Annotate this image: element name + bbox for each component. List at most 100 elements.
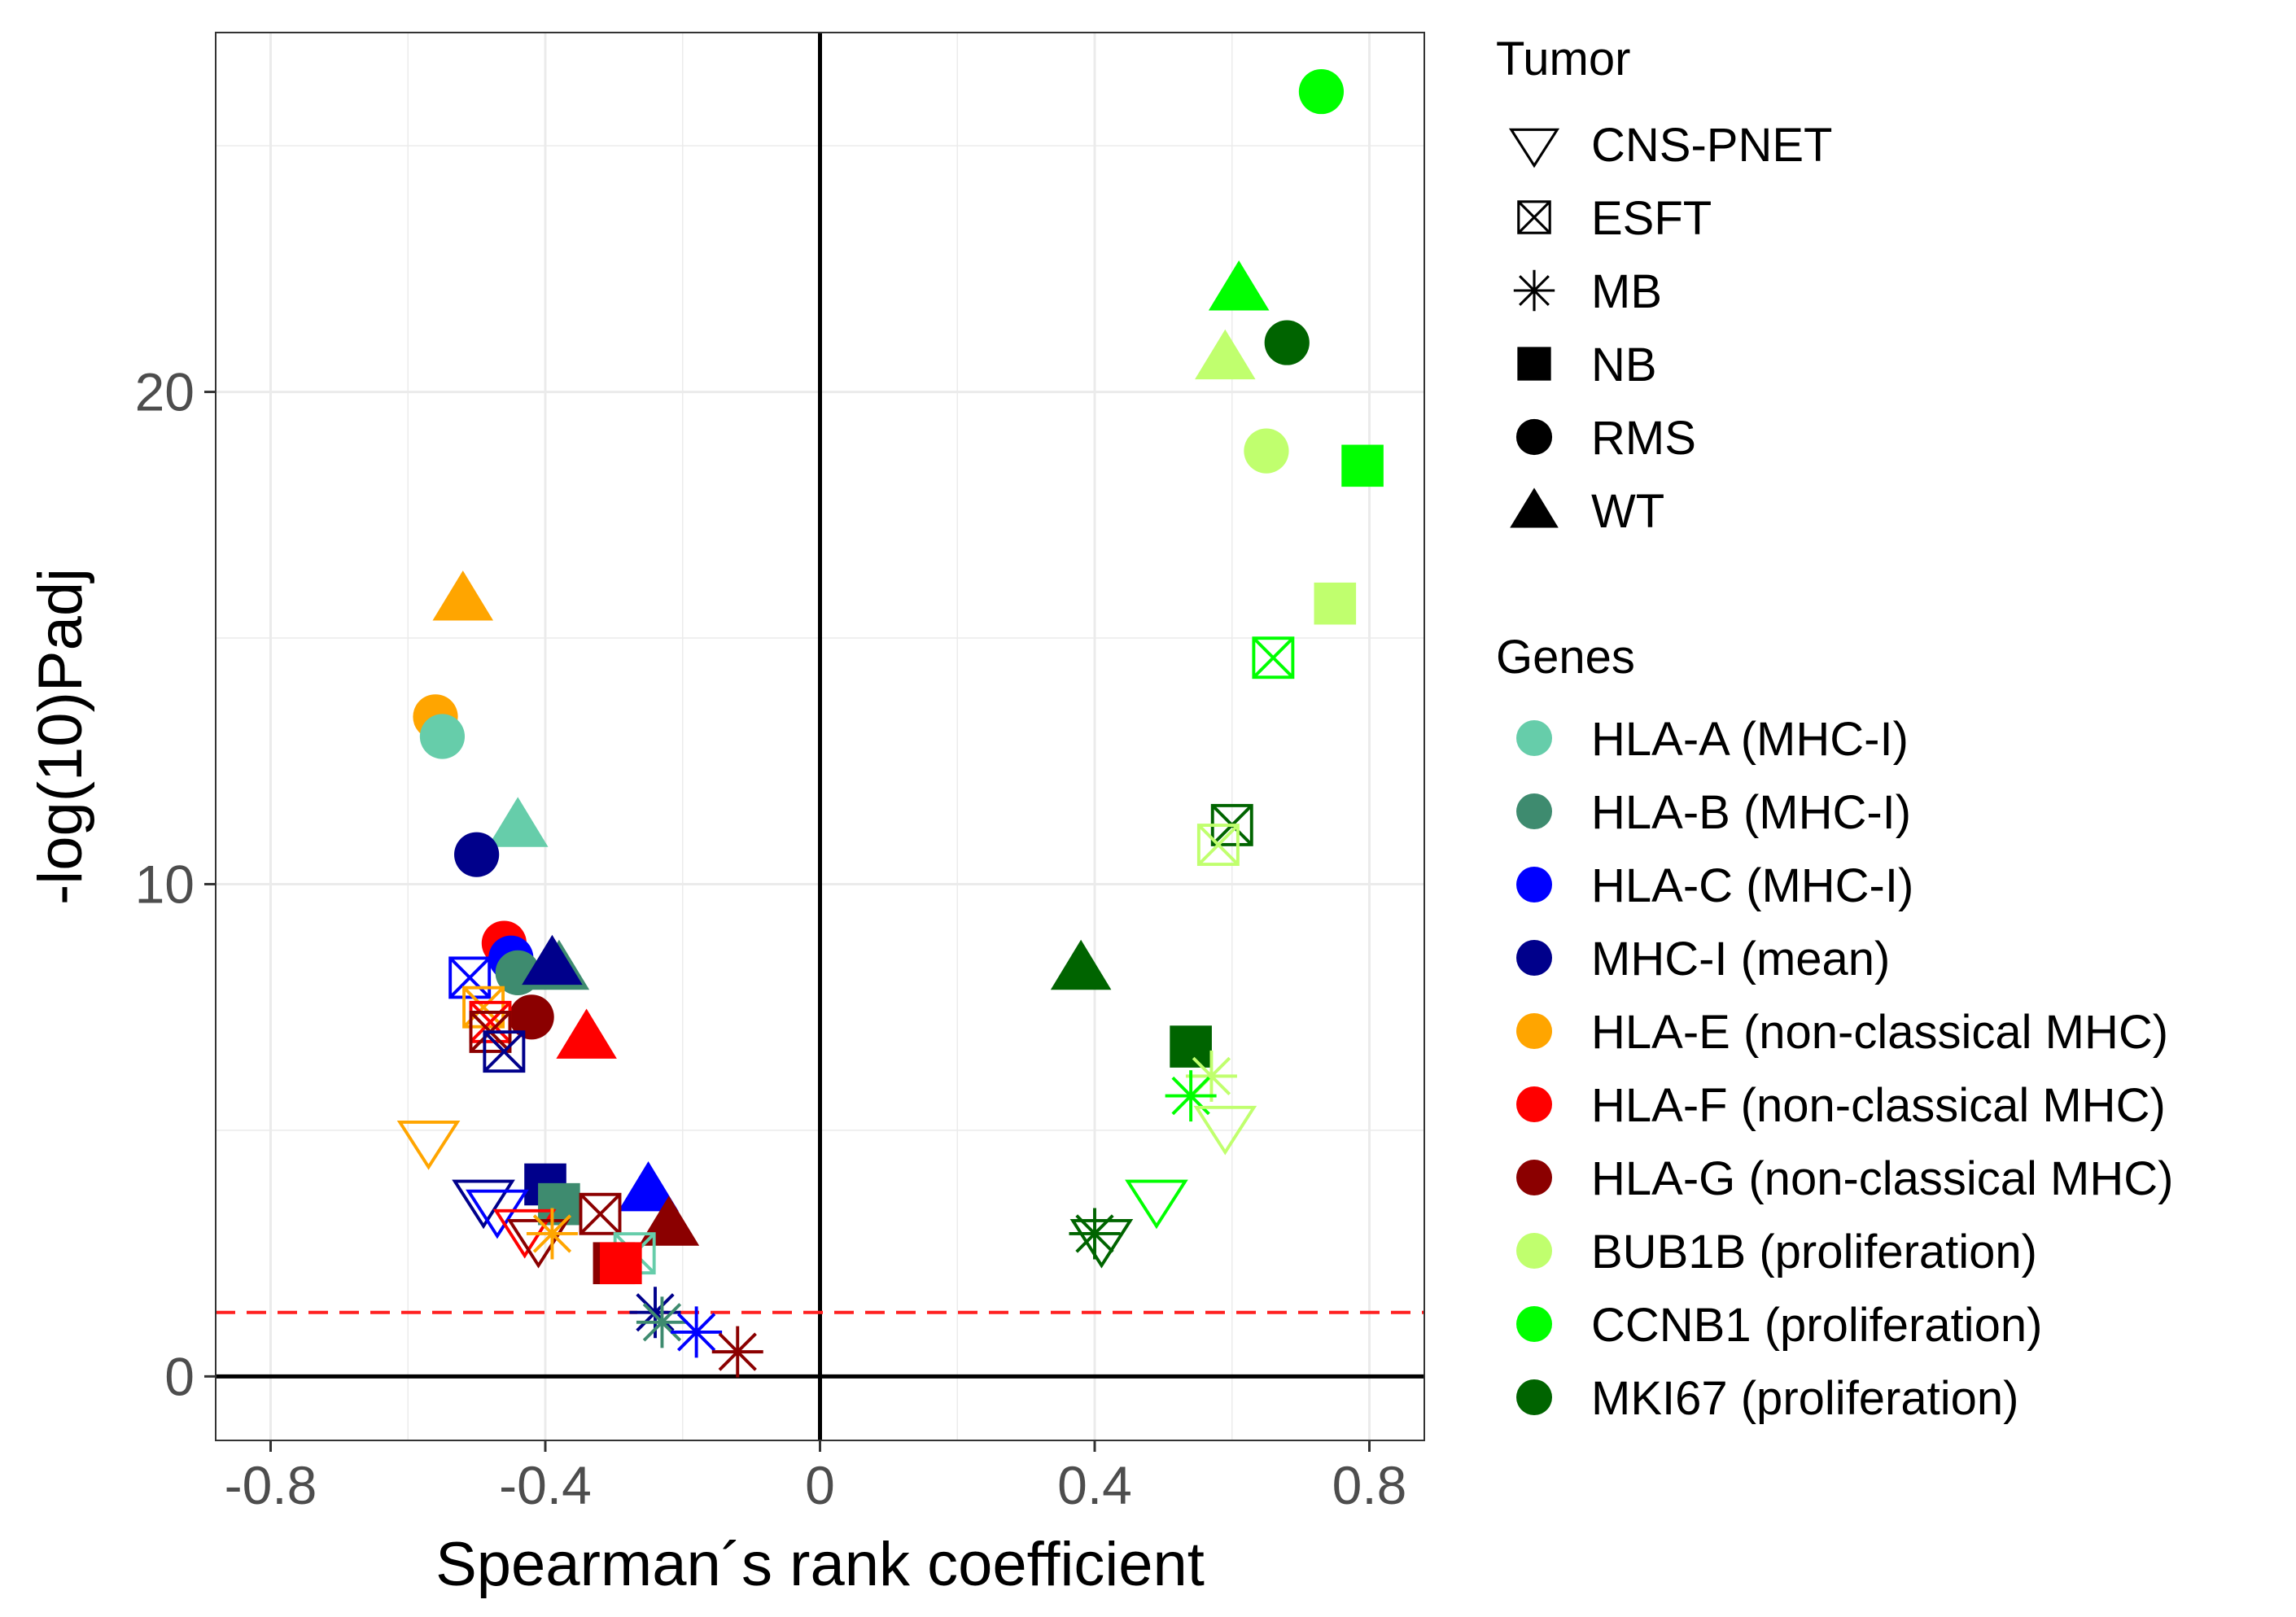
legend-genes-label: MHC-I (mean) [1591,933,1890,985]
legend-genes-label: MKI67 (proliferation) [1591,1372,2018,1425]
data-point-shape [1195,329,1256,380]
legend-genes-key [1516,1233,1552,1269]
legend-tumor-label: CNS-PNET [1591,119,1832,172]
data-point [454,832,500,877]
data-point [600,1242,642,1285]
data-point [579,1192,622,1235]
data-point [509,994,554,1040]
data-point-shape [419,714,466,759]
data-point-shape [448,956,492,999]
legend-genes-label: BUB1B (proliferation) [1591,1226,2037,1278]
x-tick-label: -0.4 [499,1455,592,1515]
data-point [1195,329,1256,380]
data-point-shape [1298,68,1345,115]
legend-tumor-label: WT [1591,485,1664,538]
data-point-shape [526,1208,578,1260]
legend-genes-key [1516,1379,1552,1415]
reference-lines [216,33,1424,1440]
data-point [1170,1025,1212,1068]
data-point [629,1287,681,1339]
data-point-shape [600,1242,642,1285]
data-point [618,1161,679,1212]
data-point [522,934,583,985]
data-point-shape [1185,1050,1237,1102]
x-tick-label: 0.4 [1057,1455,1132,1515]
data-point-cross [483,1030,525,1073]
data-point-shape [1252,636,1295,680]
data-point [538,1182,580,1226]
data-point-shape [1264,320,1310,365]
legend-genes-label: HLA-A (MHC-I) [1591,713,1909,766]
legend-tumor-key [1515,418,1553,456]
legend-genes-key [1516,1306,1552,1342]
data-point-cross [1197,824,1240,866]
legend-tumor-key [1513,269,1555,312]
legend-tumor-key-cross [1517,200,1551,234]
data-point [1252,636,1295,680]
x-tick-label: 0.8 [1332,1455,1407,1515]
data-point-shape [1244,428,1289,474]
legend-genes-label: HLA-F (non-classical MHC) [1591,1079,2166,1132]
data-point-shape [487,797,549,847]
legend-genes-key [1516,1160,1552,1195]
legend-genes-label: CCNB1 (proliferation) [1591,1299,2042,1352]
data-point [1050,939,1112,990]
legend-tumor-key [1517,200,1551,234]
legend-genes-label: HLA-E (non-classical MHC) [1591,1006,2168,1059]
data-point [671,1306,723,1358]
y-tick-label: 20 [135,362,195,422]
legend-tumor-label: MB [1591,265,1662,318]
data-point [1244,428,1289,474]
data-point [1341,444,1384,487]
data-point [466,1189,529,1239]
data-point [1193,1105,1257,1156]
data-point-shape [454,832,500,877]
data-point-shape [522,934,583,985]
data-point-shape [1170,1025,1212,1068]
legend-tumor-key-shape [1510,487,1559,528]
data-point [1314,582,1357,625]
y-tick-label: 0 [164,1346,195,1406]
legend-tumor-key-shape [1517,200,1551,234]
data-point-shape [671,1306,723,1358]
data-point-cross [470,1001,511,1043]
data-point [448,956,492,999]
data-point-shape [1050,939,1112,990]
data-point-shape [396,1121,461,1170]
data-point-cross [1253,636,1294,679]
data-point-shape [711,1326,763,1378]
legend-genes-title: Genes [1496,631,1635,684]
legend-tumor-key-shape [1517,347,1551,381]
legend-genes-key [1516,793,1552,829]
data-point-shape [618,1161,679,1212]
data-point [636,1296,688,1348]
data-point-shape [1069,1208,1121,1260]
data-point-shape [629,1287,681,1339]
data-point [1185,1050,1237,1102]
data-point-shape [1208,260,1270,311]
data-point-shape [452,1179,515,1230]
data-point [1196,824,1240,867]
y-axis-title: -log(10)Padj [26,568,95,905]
legend-genes-key [1516,1013,1552,1049]
data-point-shape [1193,1105,1257,1156]
data-point [1069,1208,1121,1260]
data-point [452,1179,515,1230]
legend-tumor-label: ESFT [1591,192,1712,245]
data-point-shape [1069,1218,1134,1269]
data-point [526,1208,578,1260]
data-point [1264,320,1310,365]
data-point-shape [1196,824,1240,867]
legend-tumor-title: Tumor [1496,33,1630,85]
data-point [1298,68,1345,115]
legend-genes-key [1516,940,1552,976]
data-point-shape [1314,582,1357,625]
x-tick-label: -0.8 [225,1455,317,1515]
data-point-shape [538,1182,580,1226]
legend-tumor-label: RMS [1591,412,1696,465]
data-point-cross [579,1193,621,1235]
data-point-shape [1165,1070,1217,1122]
data-point-shape [432,570,494,621]
data-point [711,1326,763,1378]
